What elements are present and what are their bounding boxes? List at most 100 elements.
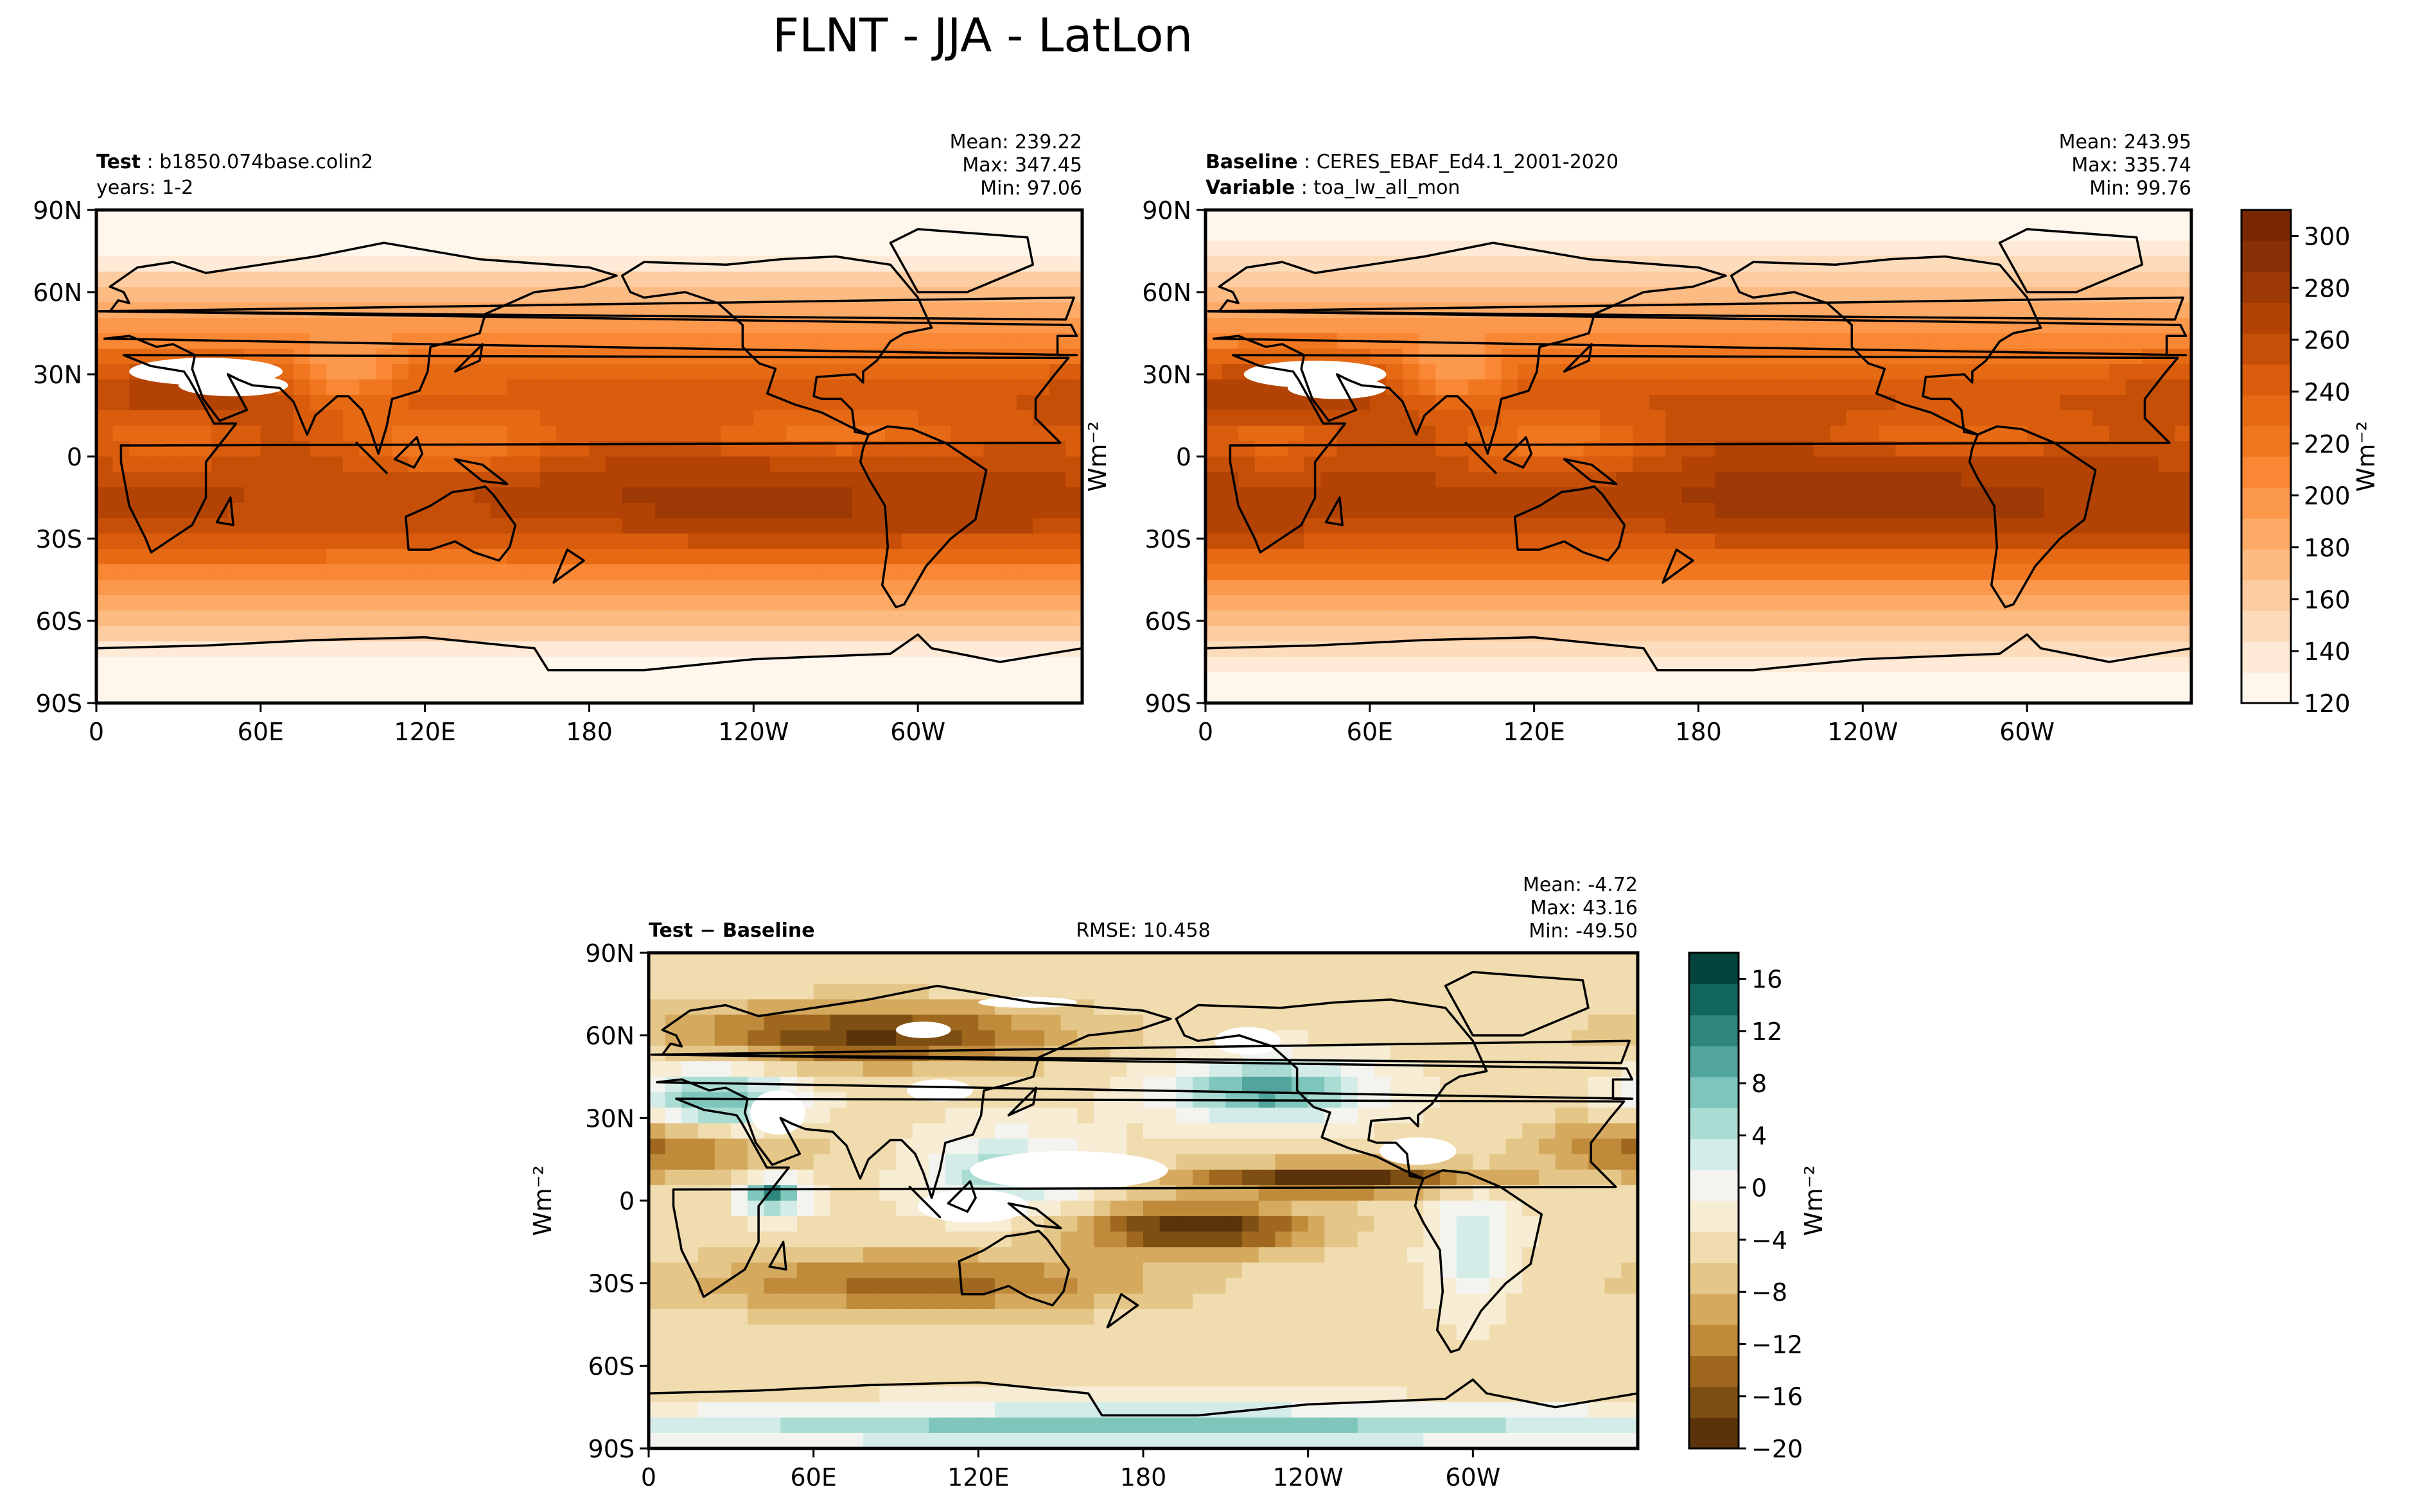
field-cell xyxy=(1715,688,1732,703)
field-cell xyxy=(244,241,261,257)
field-cell xyxy=(145,641,163,657)
field-cell xyxy=(852,672,870,688)
field-cell xyxy=(698,1216,715,1232)
field-cell xyxy=(1748,595,1765,611)
field-cell xyxy=(901,410,918,426)
field-cell xyxy=(1292,1201,1309,1217)
field-cell xyxy=(2060,564,2077,580)
field-cell xyxy=(2125,534,2143,550)
field-cell xyxy=(737,456,755,473)
field-cell xyxy=(2027,657,2044,673)
field-cell xyxy=(2175,595,2191,611)
field-cell xyxy=(1287,626,1305,642)
field-cell xyxy=(326,580,344,596)
field-cell xyxy=(1846,472,1864,488)
field-cell xyxy=(1780,456,1798,473)
field-cell xyxy=(310,595,327,611)
field-cell xyxy=(1206,549,1223,565)
field-cell xyxy=(1386,287,1403,303)
field-cell xyxy=(797,1045,814,1062)
field-cell xyxy=(1206,595,1223,611)
field-cell xyxy=(803,580,820,596)
field-cell xyxy=(1065,379,1082,395)
field-cell xyxy=(1206,241,1223,257)
field-cell xyxy=(1895,426,1913,442)
field-cell xyxy=(2109,410,2126,426)
field-cell xyxy=(310,210,327,226)
field-cell xyxy=(342,534,360,550)
field-cell xyxy=(1242,1201,1259,1217)
field-cell xyxy=(1435,611,1453,627)
field-cell xyxy=(1555,1108,1573,1124)
field-cell xyxy=(1961,364,1979,380)
field-cell xyxy=(2043,210,2061,226)
field-cell xyxy=(1572,1030,1589,1047)
field-cell xyxy=(1206,657,1223,673)
field-cell xyxy=(1895,657,1913,673)
field-cell xyxy=(1110,1061,1128,1077)
field-cell xyxy=(491,318,508,334)
field-cell xyxy=(1016,210,1034,226)
field-cell xyxy=(310,318,327,334)
field-cell xyxy=(523,241,541,257)
field-cell xyxy=(819,379,837,395)
field-cell xyxy=(310,688,327,703)
field-cell xyxy=(1000,426,1017,442)
field-cell xyxy=(1357,1201,1375,1217)
field-cell xyxy=(310,672,327,688)
field-cell xyxy=(162,441,179,457)
field-cell xyxy=(868,657,886,673)
field-cell xyxy=(294,657,311,673)
field-cell xyxy=(260,580,278,596)
field-cell xyxy=(1292,953,1309,969)
field-cell xyxy=(737,611,755,627)
field-cell xyxy=(638,595,656,611)
field-cell xyxy=(244,534,261,550)
field-cell xyxy=(901,379,918,395)
field-cell xyxy=(1550,657,1568,673)
field-cell xyxy=(1534,503,1552,519)
field-cell xyxy=(1386,534,1403,550)
field-cell xyxy=(1320,272,1338,288)
field-cell xyxy=(951,688,968,703)
field-cell xyxy=(681,1061,699,1077)
field-cell xyxy=(1846,534,1864,550)
field-cell xyxy=(1341,1108,1358,1124)
field-cell xyxy=(556,456,574,473)
field-cell xyxy=(1324,1014,1342,1031)
field-cell xyxy=(1681,672,1699,688)
field-cell xyxy=(1456,1045,1474,1062)
field-cell xyxy=(589,641,606,657)
field-cell xyxy=(326,657,344,673)
field-cell xyxy=(846,968,864,984)
field-cell xyxy=(1681,426,1699,442)
field-cell xyxy=(983,595,1001,611)
field-cell xyxy=(622,410,640,426)
field-cell xyxy=(2076,426,2094,442)
field-cell xyxy=(1489,1123,1507,1140)
field-cell xyxy=(2109,379,2126,395)
field-cell xyxy=(162,564,179,580)
field-cell xyxy=(622,364,640,380)
field-cell xyxy=(162,272,179,288)
field-cell xyxy=(863,953,881,969)
field-cell xyxy=(2060,611,2077,627)
field-cell xyxy=(523,611,541,627)
field-cell xyxy=(342,549,360,565)
test-panel: 0 60E 120E 180 120W 60W90N60N30N030S60S90SMea… xyxy=(33,131,1084,746)
field-cell xyxy=(1353,410,1371,426)
field-cell xyxy=(589,564,606,580)
field-cell xyxy=(1780,472,1798,488)
field-cell xyxy=(1258,984,1276,1000)
field-cell xyxy=(589,595,606,611)
field-cell xyxy=(1588,953,1606,969)
field-cell xyxy=(649,1014,666,1031)
field-cell xyxy=(1846,225,1864,241)
field-cell xyxy=(983,210,1001,226)
field-cell xyxy=(1127,1123,1144,1140)
field-cell xyxy=(1780,657,1798,673)
field-cell xyxy=(901,364,918,380)
field-cell xyxy=(737,549,755,565)
field-cell xyxy=(1566,472,1584,488)
field-cell xyxy=(1604,984,1622,1000)
